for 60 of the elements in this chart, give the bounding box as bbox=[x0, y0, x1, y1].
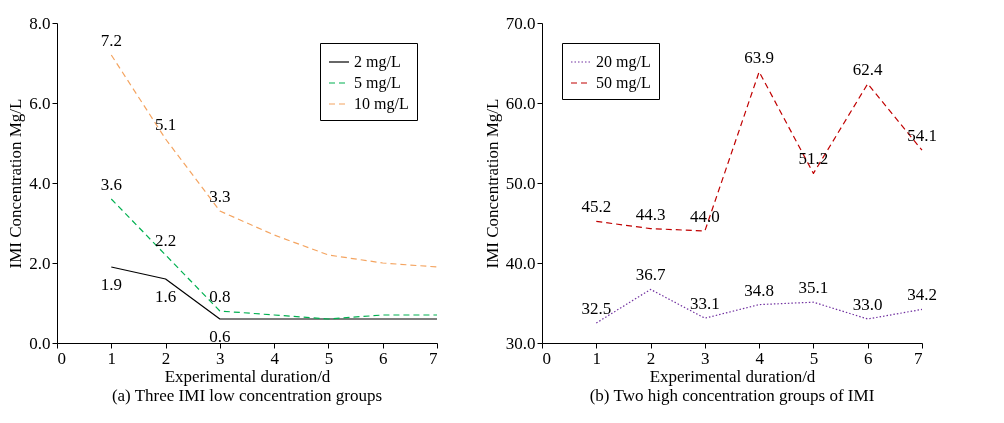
x-tick-label: 1 bbox=[592, 348, 602, 368]
x-tick-label: 7 bbox=[429, 348, 438, 368]
data-label: 35.1 bbox=[798, 278, 829, 298]
x-tick-label: 3 bbox=[701, 348, 710, 368]
data-label: 33.0 bbox=[852, 295, 883, 314]
data-label: 63.9 bbox=[744, 47, 775, 67]
data-label: 34.2 bbox=[907, 285, 937, 305]
x-tick-label: 0 bbox=[542, 348, 551, 368]
data-label: 51.2 bbox=[798, 149, 829, 169]
data-label: 1.9 bbox=[100, 275, 122, 294]
data-label: 36.7 bbox=[635, 265, 666, 285]
data-label: 2.2 bbox=[154, 231, 177, 250]
x-tick-label: 4 bbox=[270, 348, 280, 368]
y-tick-label: 2.0 bbox=[29, 253, 51, 273]
y-tick-label: 8.0 bbox=[29, 13, 51, 33]
data-label: 45.2 bbox=[581, 197, 612, 217]
legend-label: 20 mg/L bbox=[596, 53, 651, 71]
data-label: 62.4 bbox=[852, 59, 884, 79]
x-tick-label: 5 bbox=[324, 348, 334, 368]
data-label: 34.8 bbox=[744, 280, 775, 300]
y-axis-title: IMI Concentration Mg/L bbox=[482, 98, 502, 269]
x-tick-label: 6 bbox=[863, 348, 873, 368]
data-label: 33.1 bbox=[689, 294, 720, 314]
y-tick-label: 0.0 bbox=[29, 333, 51, 353]
x-tick-label: 6 bbox=[378, 348, 388, 368]
x-axis-title: Experimental duration/d bbox=[649, 366, 816, 386]
data-label: 0.8 bbox=[209, 287, 231, 306]
legend-label: 5 mg/L bbox=[354, 74, 401, 92]
y-tick-label: 30.0 bbox=[505, 333, 536, 353]
x-tick-label: 2 bbox=[646, 348, 656, 368]
x-tick-label: 4 bbox=[755, 348, 765, 368]
data-label: 44.0 bbox=[689, 207, 720, 226]
data-label: 3.3 bbox=[209, 187, 231, 206]
y-tick-label: 40.0 bbox=[505, 253, 536, 273]
x-tick-label: 2 bbox=[161, 348, 171, 368]
data-label: 54.1 bbox=[907, 126, 937, 146]
data-label: 7.2 bbox=[100, 31, 122, 50]
x-tick-label: 1 bbox=[107, 348, 117, 368]
text: (a) Three IMI low concentration groups bbox=[111, 386, 383, 405]
x-tick-label: 3 bbox=[216, 348, 225, 368]
data-label: 44.3 bbox=[635, 204, 666, 224]
y-axis-title: IMI Concentration Mg/L bbox=[6, 98, 26, 269]
y-tick-label: 50.0 bbox=[505, 173, 536, 193]
text: (b) Two high concentration groups of IMI bbox=[589, 386, 875, 405]
legend-label: 10 mg/L bbox=[354, 95, 409, 113]
y-tick-label: 60.0 bbox=[505, 93, 536, 113]
y-tick-label: 70.0 bbox=[505, 13, 536, 33]
data-label: 32.5 bbox=[581, 299, 612, 318]
legend-label: 2 mg/L bbox=[354, 53, 401, 71]
x-tick-label: 5 bbox=[809, 348, 819, 368]
data-label: 5.1 bbox=[154, 115, 177, 134]
x-tick-label: 0 bbox=[57, 348, 66, 368]
data-label: 1.6 bbox=[154, 287, 177, 306]
data-label: 0.6 bbox=[209, 327, 231, 346]
x-tick-label: 7 bbox=[914, 348, 923, 368]
y-tick-label: 6.0 bbox=[29, 93, 51, 113]
data-label: 3.6 bbox=[100, 175, 122, 194]
y-tick-label: 4.0 bbox=[29, 173, 51, 193]
x-axis-title: Experimental duration/d bbox=[164, 366, 331, 386]
legend-label: 50 mg/L bbox=[596, 74, 651, 92]
